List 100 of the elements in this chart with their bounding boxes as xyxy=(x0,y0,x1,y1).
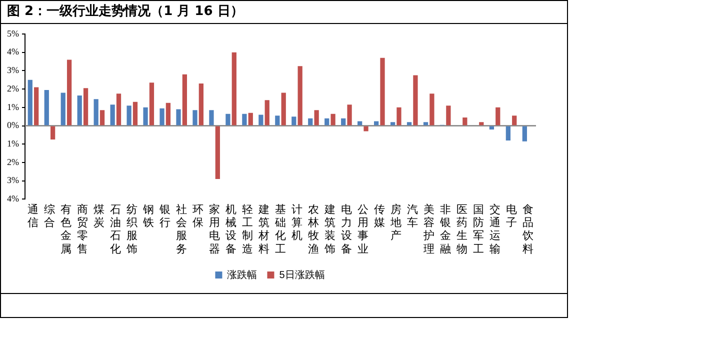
bar xyxy=(60,92,66,126)
x-tick-label: 美容护理 xyxy=(422,202,434,256)
y-tick-label: 1% xyxy=(6,102,20,112)
bar xyxy=(182,74,188,126)
bar xyxy=(226,114,230,126)
y-tick-label: 3% xyxy=(6,65,20,76)
x-tick-label: 银行 xyxy=(158,204,171,230)
y-tick-label: 4% xyxy=(6,194,20,204)
bar xyxy=(308,118,313,126)
bar xyxy=(275,116,280,126)
legend-label: 5日涨跌幅 xyxy=(279,268,325,281)
bar xyxy=(374,121,379,126)
bar xyxy=(176,109,181,126)
x-tick-label: 国防军工 xyxy=(472,204,484,256)
x-tick-label: 商贸零售 xyxy=(77,202,88,256)
bar xyxy=(198,84,204,126)
legend-label: 涨跌幅 xyxy=(227,268,258,281)
bar xyxy=(77,95,82,126)
x-tick-label: 钢铁 xyxy=(142,204,154,230)
bar xyxy=(430,94,434,126)
x-tick-label: 煤炭 xyxy=(94,204,105,230)
bar xyxy=(209,110,214,126)
x-tick-label: 综合 xyxy=(44,202,56,230)
bar xyxy=(83,88,88,126)
x-tick-label: 食品饮料 xyxy=(521,204,534,256)
x-tick-label: 电子 xyxy=(506,202,517,230)
bar xyxy=(358,121,362,126)
bar xyxy=(496,107,500,126)
bar xyxy=(380,58,385,126)
bar xyxy=(264,100,270,126)
y-tick-label: 3% xyxy=(6,175,20,186)
bar xyxy=(110,104,115,126)
bar xyxy=(281,92,286,126)
x-tick-label: 建筑装饰 xyxy=(323,202,336,256)
x-tick-label: 电力设备 xyxy=(340,202,352,256)
x-tick-label: 计算机 xyxy=(291,202,302,242)
y-tick-label: 2% xyxy=(6,156,20,167)
bar xyxy=(44,90,49,126)
bar xyxy=(242,114,247,126)
bar xyxy=(34,87,39,126)
x-tick-label: 机械设备 xyxy=(226,204,237,256)
x-tick-label: 交通运输 xyxy=(489,202,500,256)
y-tick-label: 2% xyxy=(6,83,20,94)
bar xyxy=(423,122,428,126)
bar xyxy=(522,126,527,142)
bar xyxy=(506,126,510,140)
bar xyxy=(489,126,494,130)
x-tick-label: 轻工制造 xyxy=(242,204,254,256)
bar xyxy=(143,107,148,126)
bar xyxy=(396,107,402,126)
bar xyxy=(50,126,56,140)
bar xyxy=(160,108,164,126)
x-tick-label: 纺织服饰 xyxy=(126,202,138,256)
bar xyxy=(479,122,484,126)
bar xyxy=(66,60,72,126)
bar xyxy=(116,94,122,126)
bar xyxy=(446,106,451,126)
x-tick-label: 传媒 xyxy=(374,204,385,230)
x-tick-label: 基础化工 xyxy=(274,202,286,256)
x-tick-label: 环保 xyxy=(192,204,204,230)
y-tick-label: 1% xyxy=(6,138,20,148)
bar xyxy=(100,110,105,126)
bar xyxy=(330,114,336,126)
bar xyxy=(324,118,330,126)
x-tick-label: 农林牧渔 xyxy=(306,204,319,256)
y-tick-label: 5% xyxy=(6,28,20,38)
bar xyxy=(94,99,98,126)
y-tick-label: 0% xyxy=(6,120,20,130)
bar xyxy=(248,112,253,126)
bar xyxy=(341,118,346,126)
bar xyxy=(364,126,368,132)
x-tick-label: 有色金属 xyxy=(60,204,72,256)
x-tick-label: 建筑材料 xyxy=(258,202,270,256)
bar xyxy=(292,116,296,126)
x-tick-label: 医药生物 xyxy=(456,204,468,256)
bar xyxy=(232,52,236,126)
bar xyxy=(132,102,138,126)
bar xyxy=(166,102,171,126)
bar xyxy=(149,82,154,126)
bar xyxy=(512,116,517,126)
bar xyxy=(215,126,220,180)
bar xyxy=(314,110,319,126)
bar xyxy=(192,110,198,126)
bar xyxy=(347,104,352,126)
bar xyxy=(413,75,418,126)
x-tick-label: 社会服务 xyxy=(176,202,188,256)
bar xyxy=(126,106,132,126)
bar xyxy=(258,114,264,126)
x-tick-label: 石油石化 xyxy=(110,204,122,256)
bar xyxy=(298,66,302,126)
bar xyxy=(462,118,468,126)
x-tick-label: 非银金融 xyxy=(438,202,451,256)
x-tick-label: 汽车 xyxy=(406,204,418,230)
x-tick-label: 公用事业 xyxy=(357,204,368,256)
x-tick-label: 通信 xyxy=(28,202,39,230)
chart-title: 图 2：一级行业走势情况（1 月 16 日） xyxy=(1,1,567,24)
x-tick-label: 房地产 xyxy=(389,202,402,242)
x-tick-label: 家用电器 xyxy=(209,202,220,256)
bar xyxy=(406,122,412,126)
bar xyxy=(28,80,32,126)
